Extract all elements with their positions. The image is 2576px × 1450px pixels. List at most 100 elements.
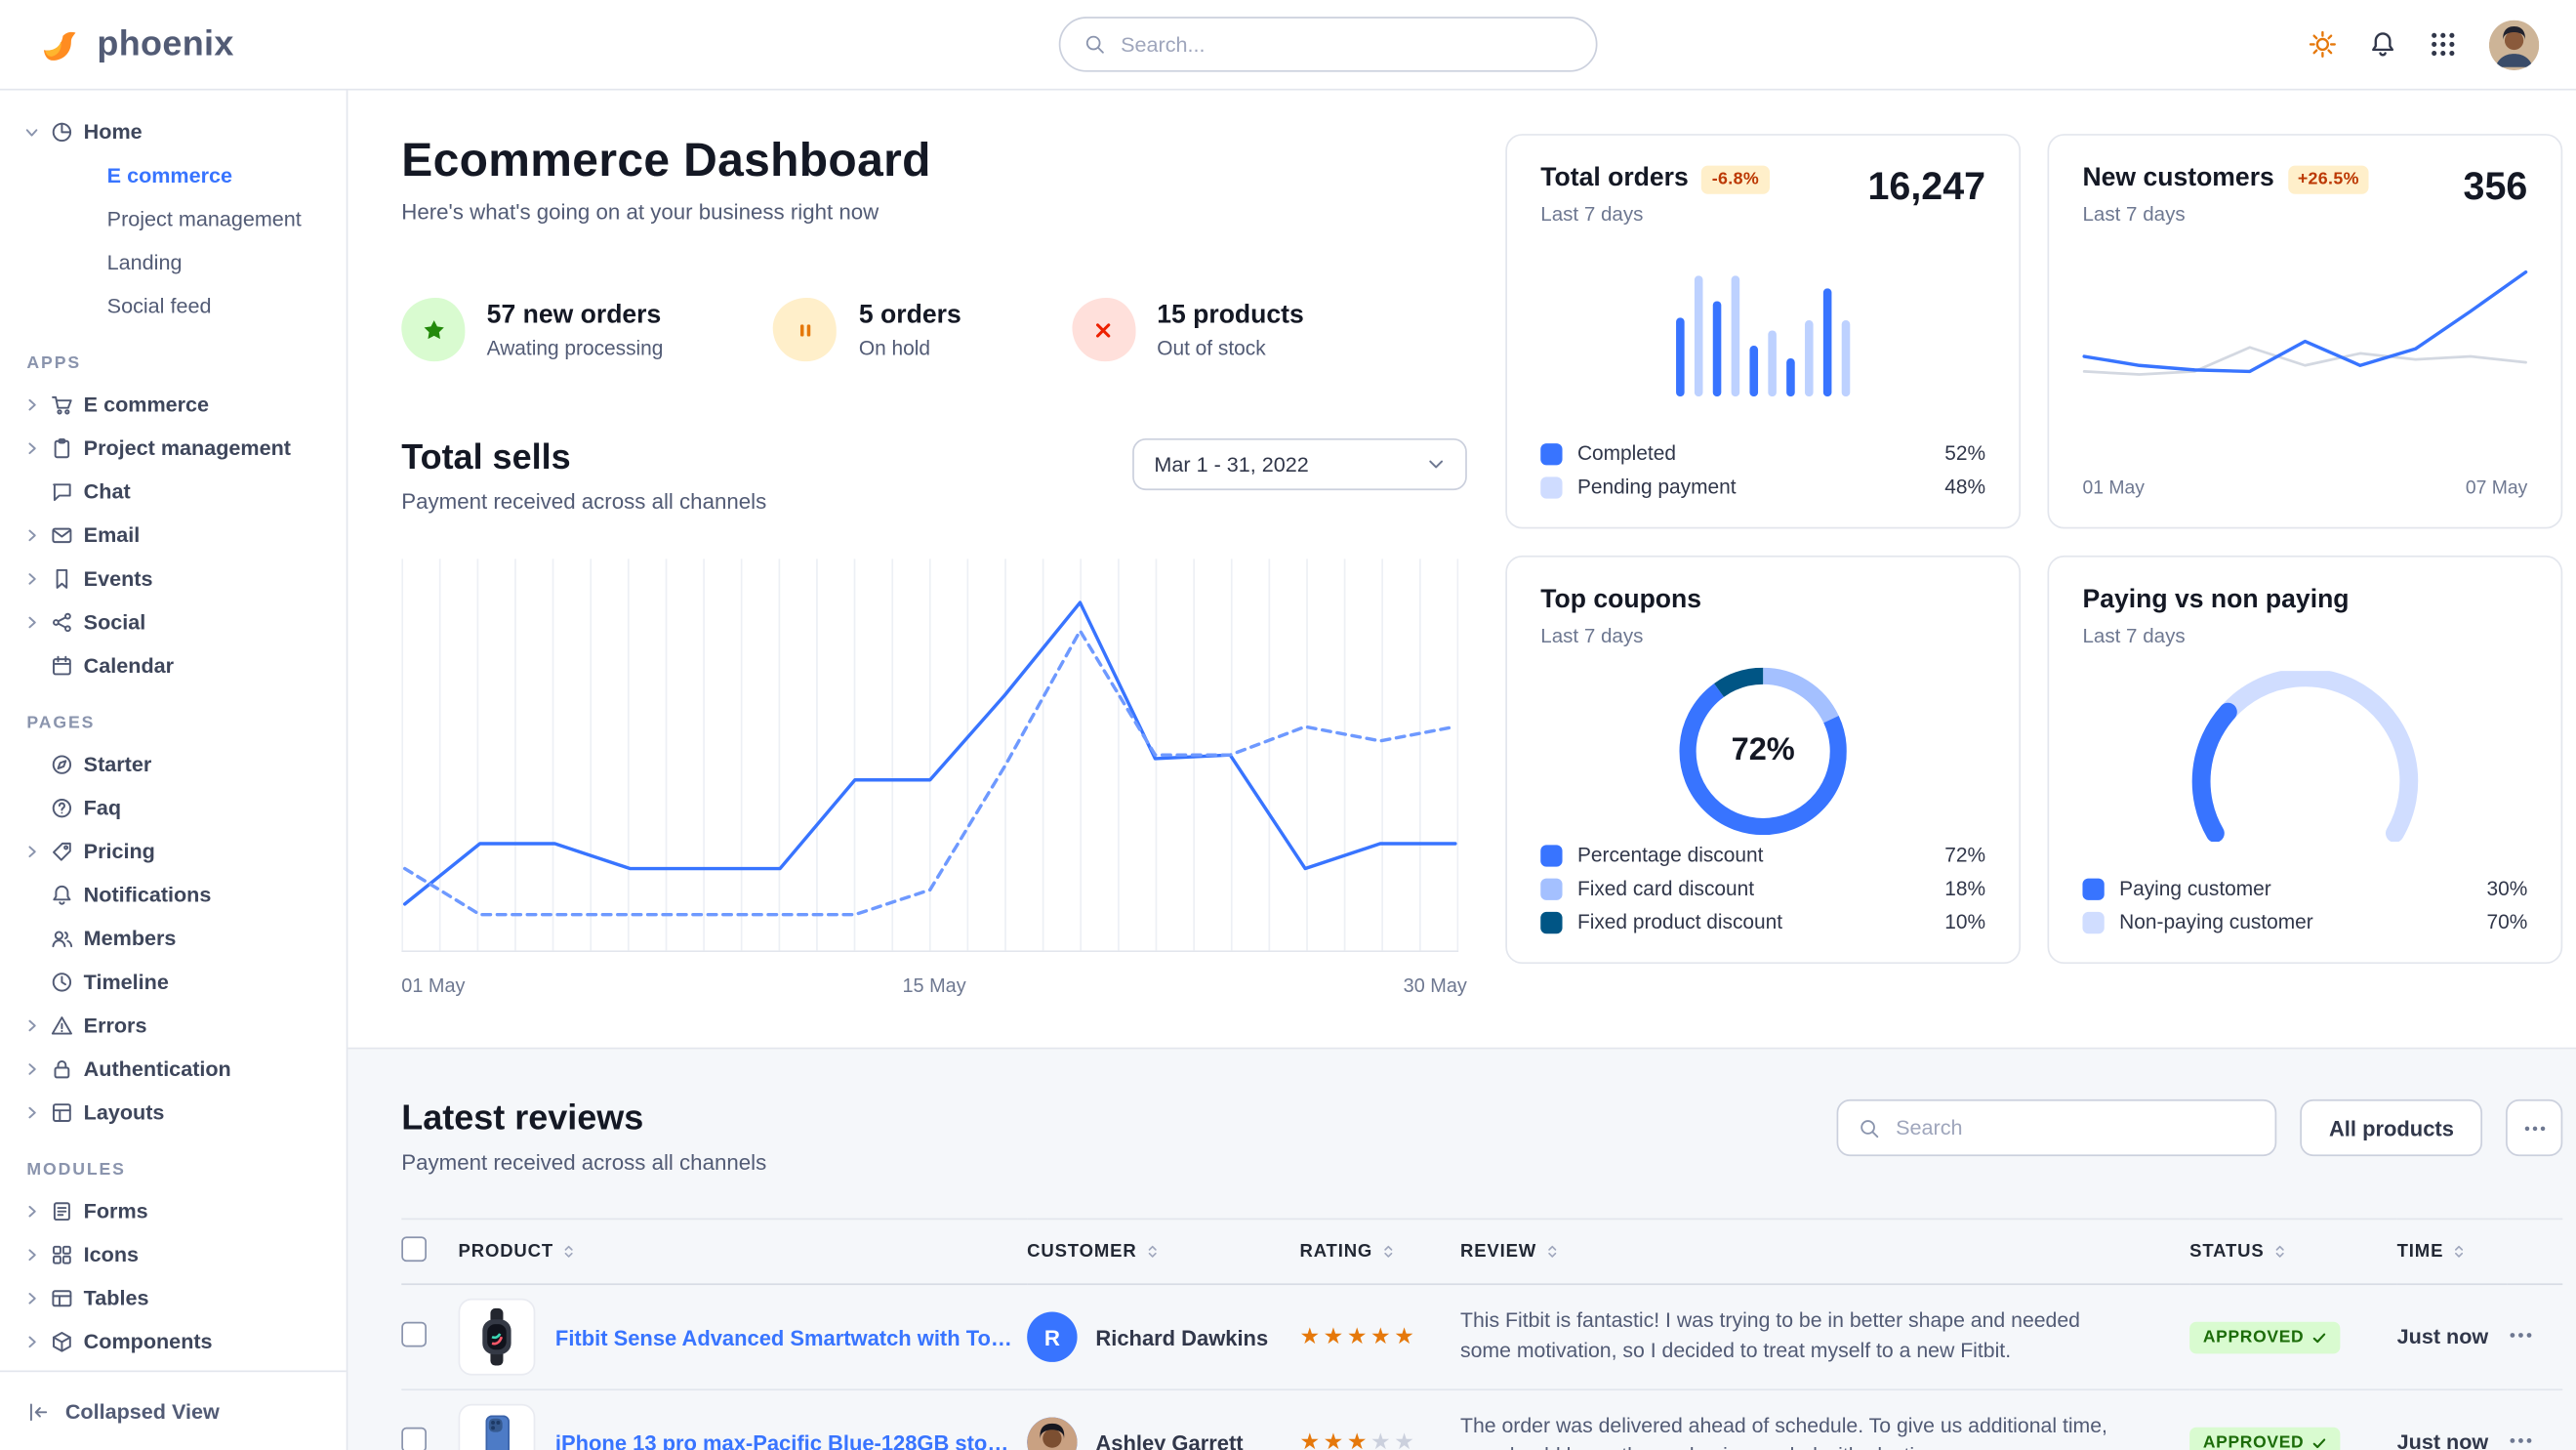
brand-logo[interactable]: phoenix [37, 21, 348, 66]
sidebar-item-forms[interactable]: Forms [23, 1189, 336, 1233]
sidebar-item-app-project-management[interactable]: Project management [23, 427, 336, 471]
star-icon [401, 298, 466, 362]
theme-toggle-sun-icon[interactable] [2309, 30, 2337, 59]
select-all-checkbox[interactable] [401, 1236, 427, 1263]
caret-down-icon [23, 124, 40, 141]
total-orders-card: Total orders -6.8% Last 7 days 16,247 [1505, 134, 2022, 529]
notifications-bell-icon[interactable] [2369, 30, 2397, 59]
reviews-search[interactable] [1837, 1098, 2277, 1157]
sidebar-item-pricing[interactable]: Pricing [23, 830, 336, 874]
new-customers-line-chart [2081, 260, 2529, 435]
sidebar-item-social[interactable]: Social [23, 601, 336, 644]
stat-caption: Awating processing [486, 335, 664, 359]
row-checkbox[interactable] [401, 1321, 427, 1347]
stat-new-orders: 57 new orders Awating processing [401, 298, 664, 362]
apps-grid-icon[interactable] [2429, 30, 2457, 59]
paying-vs-nonpaying-card: Paying vs non paying Last 7 days Paying … [2047, 555, 2563, 965]
sidebar-item-chat[interactable]: Chat [23, 471, 336, 515]
product-link[interactable]: Fitbit Sense Advanced Smartwatch with To… [554, 1324, 1014, 1350]
sidebar-item-tables[interactable]: Tables [23, 1277, 336, 1321]
top-coupons-donut-chart: 72% [1679, 667, 1847, 836]
sidebar-item-notifications[interactable]: Notifications [23, 874, 336, 918]
x-glyph [1091, 317, 1117, 343]
product-link[interactable]: iPhone 13 pro max-Pacific Blue-128GB sto… [554, 1429, 1014, 1450]
date-range-select[interactable]: Mar 1 - 31, 2022 [1132, 437, 1467, 491]
new-customers-value: 356 [2463, 163, 2528, 208]
reviews-subtitle: Payment received across all channels [401, 1149, 767, 1175]
legend-value: 18% [1944, 876, 1986, 900]
card-period: Last 7 days [1540, 624, 1644, 648]
column-header-rating[interactable]: RATING [1299, 1242, 1447, 1262]
x-tick: 15 May [902, 975, 966, 998]
legend-value: 48% [1944, 475, 1986, 499]
sidebar-item-project-management-dashboard[interactable]: Project management [106, 207, 302, 231]
legend-value: 52% [1944, 441, 1986, 466]
all-products-filter-button[interactable]: All products [2300, 1098, 2483, 1157]
check-icon [2312, 1329, 2327, 1344]
legend-swatch [1540, 877, 1563, 900]
user-avatar[interactable] [2488, 19, 2540, 70]
sidebar-item-e-commerce-dashboard[interactable]: E commerce [106, 163, 233, 187]
caret-right-icon [23, 1017, 40, 1034]
stat-caption: Out of stock [1157, 335, 1266, 359]
column-header-time[interactable]: TIME [2397, 1242, 2494, 1262]
sidebar-item-components[interactable]: Components [23, 1320, 336, 1364]
change-badge: +26.5% [2287, 164, 2370, 193]
sidebar-item-label: Layouts [83, 1100, 165, 1125]
sidebar-item-starter[interactable]: Starter [23, 743, 336, 787]
collapse-sidebar-button[interactable]: Collapsed View [0, 1370, 347, 1450]
caret-right-icon [23, 396, 40, 413]
sidebar-item-authentication[interactable]: Authentication [23, 1048, 336, 1092]
column-header-review[interactable]: REVIEW [1460, 1242, 2176, 1262]
review-text: This Fitbit is fantastic! I was trying t… [1460, 1308, 2080, 1362]
sidebar-item-label: Project management [83, 436, 291, 461]
sidebar-item-members[interactable]: Members [23, 917, 336, 961]
sidebar-section-modules: MODULES [26, 1161, 126, 1181]
legend-value: 70% [2486, 910, 2528, 934]
global-search-input[interactable] [1121, 32, 1573, 57]
global-search[interactable] [1058, 17, 1598, 72]
reviews-search-input[interactable] [1896, 1115, 2256, 1139]
sidebar-item-email[interactable]: Email [23, 514, 336, 558]
more-options-button[interactable] [2506, 1098, 2563, 1157]
rating-stars: ★★★★★ [1299, 1429, 1418, 1450]
sidebar-item-app-e-commerce[interactable]: E commerce [23, 383, 336, 427]
column-header-product[interactable]: PRODUCT [459, 1242, 1014, 1262]
reviews-controls: All products [1837, 1098, 2563, 1157]
dashboard-top-section: Ecommerce Dashboard Here's what's going … [348, 91, 2576, 1050]
sidebar-item-faq[interactable]: Faq [23, 786, 336, 830]
sidebar-item-icons[interactable]: Icons [23, 1233, 336, 1277]
sidebar-item-calendar[interactable]: Calendar [23, 644, 336, 688]
pie-chart-icon [50, 120, 73, 144]
sidebar-item-timeline[interactable]: Timeline [23, 961, 336, 1005]
sidebar-item-label: Icons [83, 1243, 140, 1267]
sidebar-section-apps: APPS [26, 354, 82, 374]
chevron-down-icon [1427, 455, 1446, 474]
sidebar-item-home[interactable]: Home [23, 110, 336, 154]
sidebar-item-social-feed[interactable]: Social feed [106, 294, 212, 318]
row-checkbox[interactable] [401, 1427, 427, 1450]
x-icon [1071, 298, 1135, 362]
product-image-smartwatch [458, 1298, 536, 1376]
column-header-status[interactable]: STATUS [2189, 1242, 2384, 1262]
sidebar-item-layouts[interactable]: Layouts [23, 1091, 336, 1135]
card-title: Total orders [1540, 163, 1689, 193]
column-header-customer[interactable]: CUSTOMER [1027, 1242, 1287, 1262]
row-actions-button[interactable] [2508, 1427, 2534, 1450]
caret-right-icon [23, 844, 40, 860]
table-row: iPhone 13 pro max-Pacific Blue-128GB sto… [401, 1389, 2563, 1450]
ellipsis-icon [2521, 1115, 2547, 1140]
reviews-title: Latest reviews [401, 1098, 644, 1139]
sidebar-item-events[interactable]: Events [23, 558, 336, 601]
card-period: Last 7 days [1540, 202, 1644, 227]
share-icon [50, 610, 73, 634]
sidebar-item-landing[interactable]: Landing [106, 251, 183, 275]
sidebar-item-label: Notifications [83, 883, 212, 907]
sidebar-item-label: Members [83, 927, 177, 951]
legend-label: Percentage discount [1576, 843, 1764, 867]
sidebar-item-label: Home [83, 120, 143, 145]
row-actions-button[interactable] [2508, 1321, 2534, 1347]
legend-label: Pending payment [1576, 475, 1737, 499]
sidebar-item-errors[interactable]: Errors [23, 1004, 336, 1048]
